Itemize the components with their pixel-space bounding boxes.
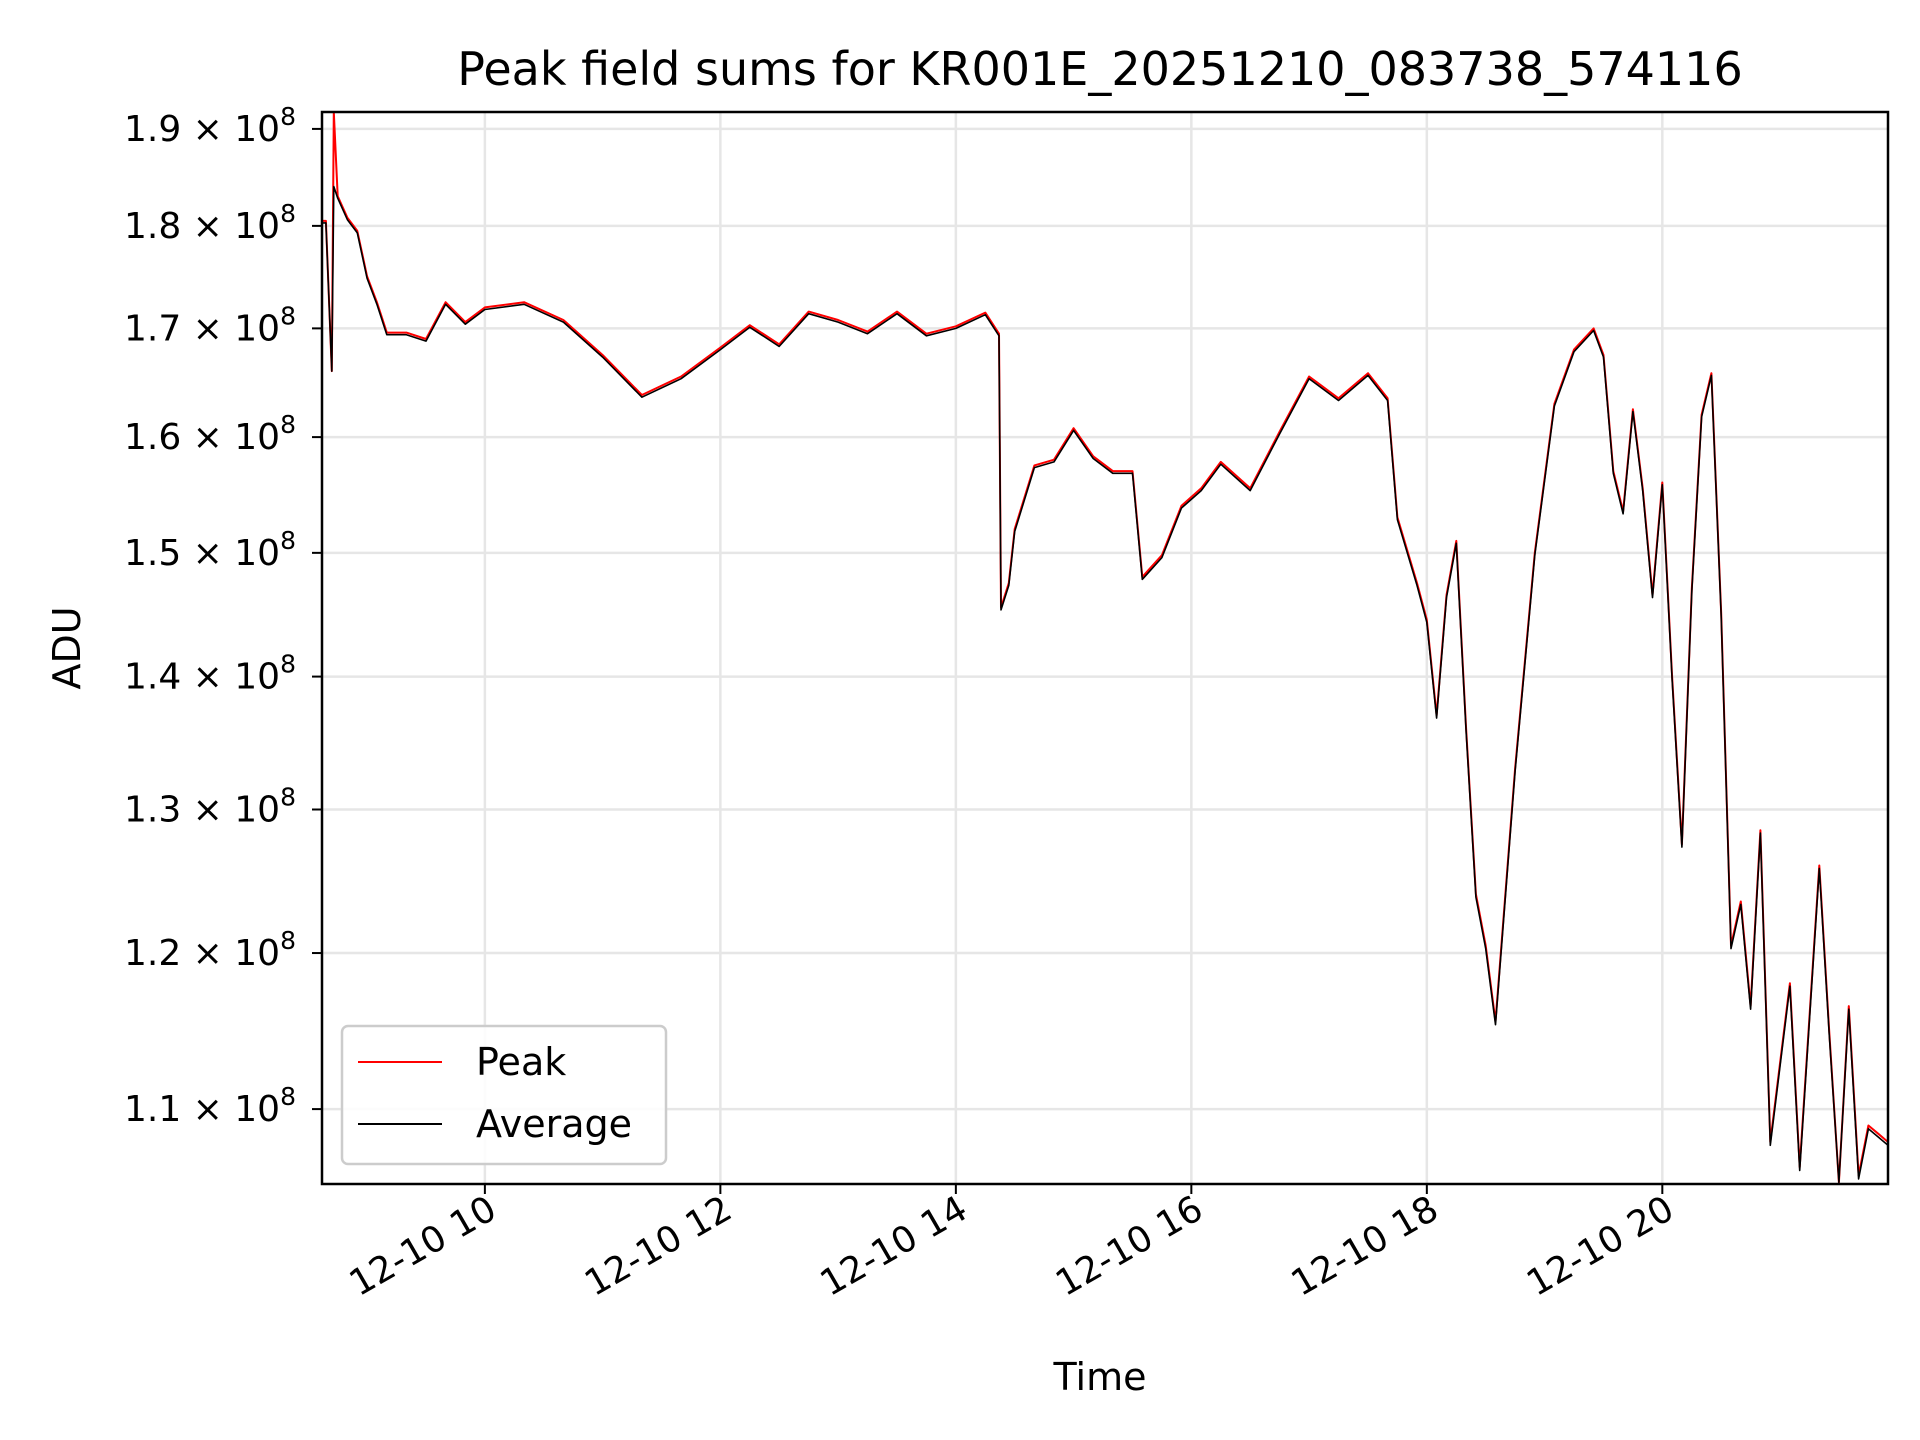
y-tick-exponent: 8 <box>280 1082 296 1111</box>
series-lines <box>322 112 1888 1184</box>
x-tick-label: 12-10 18 <box>1285 1188 1446 1304</box>
y-tick-exponent: 8 <box>280 526 296 555</box>
x-tick-label: 12-10 16 <box>1049 1188 1210 1304</box>
x-tick-label: 12-10 12 <box>578 1188 739 1304</box>
y-tick-label: 1.3 × 108 <box>124 782 296 830</box>
y-tick-exponent: 8 <box>280 650 296 679</box>
legend-label-peak: Peak <box>476 1040 566 1084</box>
series-line-average <box>322 185 1888 1184</box>
y-tick-label: 1.1 × 108 <box>124 1082 296 1130</box>
legend: Peak Average <box>340 1024 668 1166</box>
y-tick-label: 1.9 × 108 <box>124 102 296 150</box>
y-tick-label: 1.4 × 108 <box>124 650 296 698</box>
legend-box <box>340 1024 668 1166</box>
x-tick-label: 12-10 20 <box>1520 1188 1681 1304</box>
y-tick-label: 1.7 × 108 <box>124 301 296 349</box>
y-tick-exponent: 8 <box>280 926 296 955</box>
y-tick-label: 1.2 × 108 <box>124 926 296 974</box>
x-tick-label: 12-10 10 <box>343 1188 504 1304</box>
y-tick-label: 1.5 × 108 <box>124 526 296 574</box>
y-tick-exponent: 8 <box>280 782 296 811</box>
plot-frame <box>320 110 1890 1186</box>
y-tick-label: 1.8 × 108 <box>124 199 296 247</box>
x-axis-label: Time <box>1053 1355 1147 1399</box>
y-tick-label: 1.6 × 108 <box>124 410 296 458</box>
y-tick-exponent: 8 <box>280 199 296 228</box>
y-tick-exponent: 8 <box>280 301 296 330</box>
y-tick-exponent: 8 <box>280 410 296 439</box>
y-tick-exponent: 8 <box>280 102 296 131</box>
y-axis-label: ADU <box>45 606 89 689</box>
series-line-peak <box>322 112 1888 1184</box>
grid <box>322 112 1888 1184</box>
chart-title: Peak field sums for KR001E_20251210_0837… <box>457 42 1742 96</box>
x-tick-label: 12-10 14 <box>814 1188 975 1304</box>
legend-label-average: Average <box>476 1102 632 1146</box>
